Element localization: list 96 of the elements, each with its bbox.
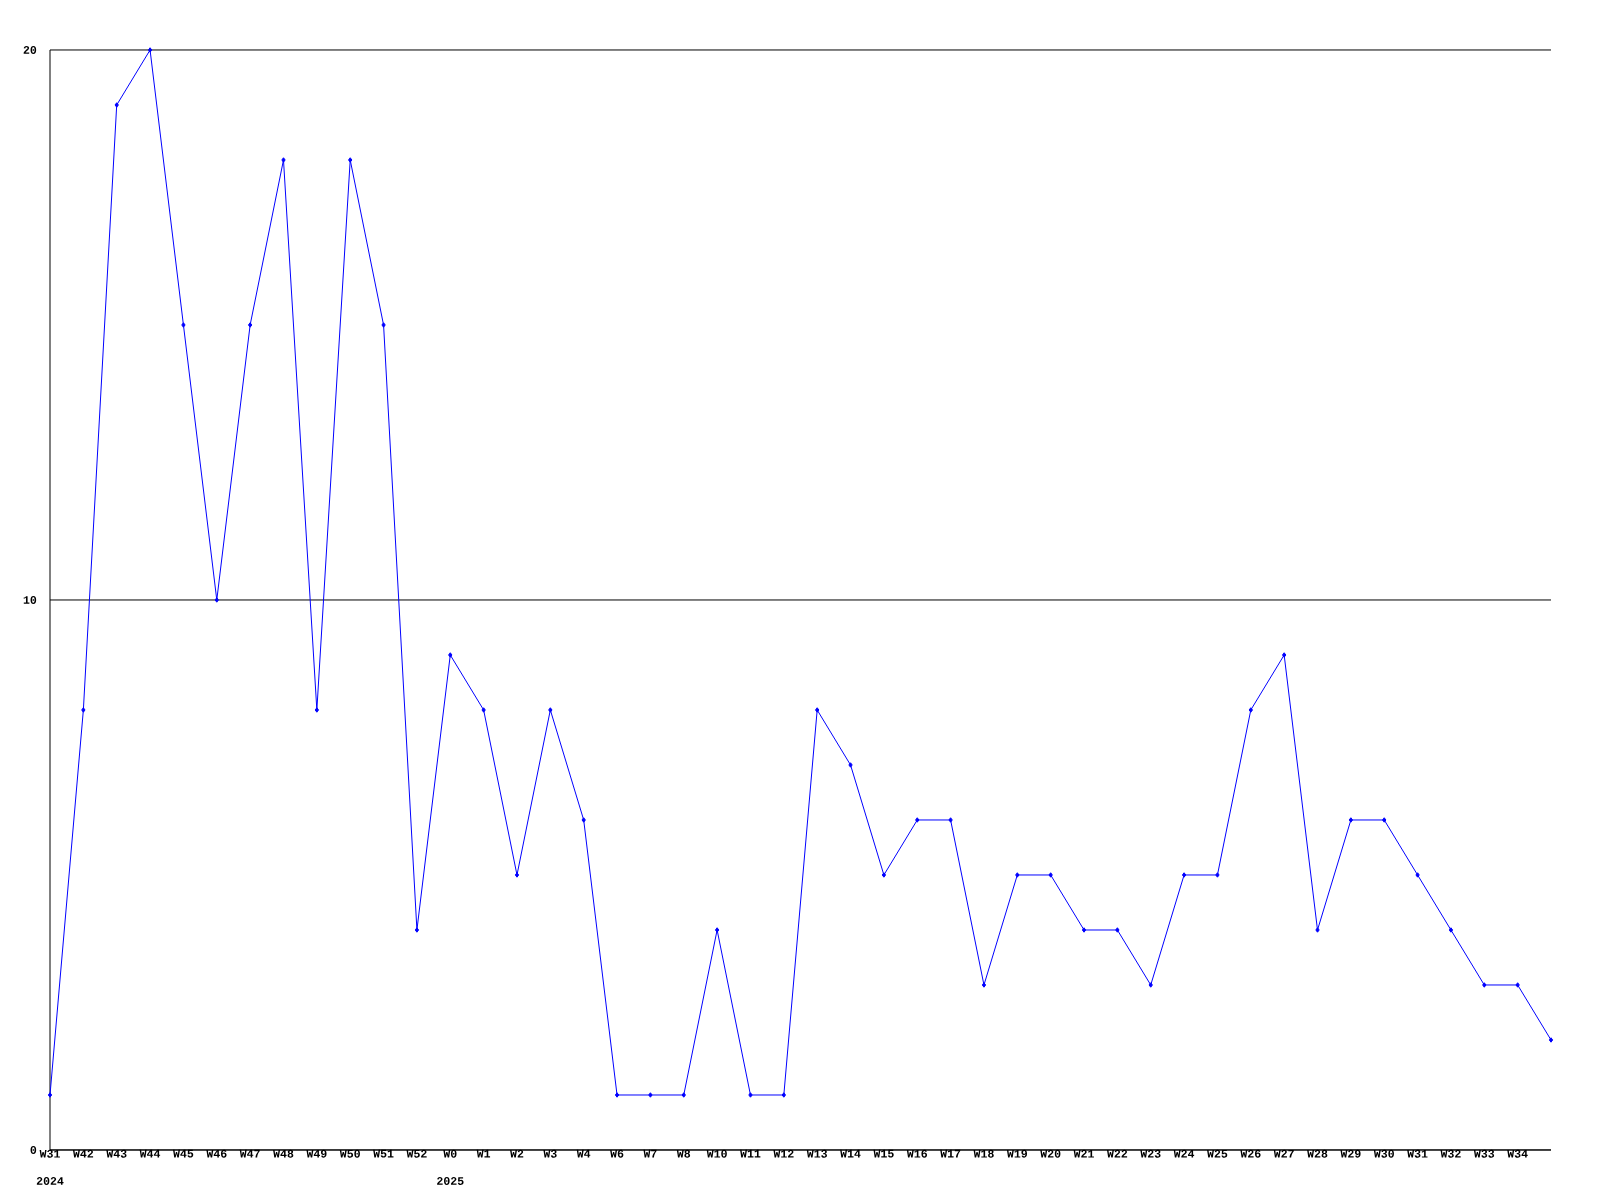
point <box>1282 652 1287 658</box>
point <box>815 707 820 713</box>
x-tick-label: W34 <box>1507 1149 1528 1158</box>
point <box>614 1092 620 1098</box>
point <box>848 762 853 768</box>
point <box>1048 872 1053 878</box>
point <box>748 1092 753 1098</box>
point <box>981 982 987 988</box>
x-tick-label: W50 <box>339 1149 360 1158</box>
point <box>1215 872 1220 878</box>
point <box>314 707 320 713</box>
point <box>548 707 553 713</box>
point <box>214 597 219 603</box>
x-tick-label: W6 <box>610 1149 624 1158</box>
text: 2024 <box>36 1177 64 1185</box>
x-tick-label: W31 <box>1407 1149 1428 1158</box>
point <box>714 927 720 933</box>
point <box>281 157 286 163</box>
point <box>1015 872 1020 878</box>
x-tick-label: W48 <box>273 1149 294 1158</box>
x-tick-label: W18 <box>973 1149 994 1158</box>
x-tick-label: W44 <box>139 1149 161 1158</box>
x-tick-label: W33 <box>1473 1149 1495 1158</box>
point <box>1081 927 1087 933</box>
point <box>581 817 586 823</box>
point <box>448 652 453 658</box>
point <box>247 322 253 328</box>
point <box>781 1092 786 1098</box>
point <box>1448 927 1454 933</box>
x-tick-label: W43 <box>106 1149 127 1158</box>
x-tick-label: W4 <box>576 1149 591 1158</box>
point <box>514 872 520 878</box>
x-tick-label: W12 <box>773 1149 794 1158</box>
x-tick-label: W46 <box>206 1149 227 1158</box>
point <box>915 817 920 823</box>
point <box>1248 707 1253 713</box>
x-tick-label: W32 <box>1440 1149 1461 1158</box>
x-tick-label: W8 <box>676 1149 691 1158</box>
x-tick-label: W17 <box>940 1149 961 1158</box>
y-tick-label: 20 <box>23 46 37 54</box>
x-tick-label: W27 <box>1273 1149 1294 1158</box>
point <box>114 102 119 108</box>
point <box>948 817 953 823</box>
x-tick-label: W1 <box>476 1149 491 1158</box>
point <box>414 927 420 933</box>
text: 2025 <box>437 1177 464 1185</box>
x-tick-label: W25 <box>1207 1149 1228 1158</box>
y-tick-label: 0 <box>30 1146 37 1154</box>
x-tick-label: W51 <box>373 1149 394 1158</box>
point <box>47 1092 53 1098</box>
x-tick-label: W31 <box>39 1149 60 1158</box>
x-tick-label: W52 <box>406 1149 427 1158</box>
x-tick-label: W30 <box>1373 1149 1394 1158</box>
x-tick-label: W49 <box>306 1149 327 1158</box>
x-tick-label: W11 <box>740 1149 761 1158</box>
point <box>1148 982 1153 988</box>
x-tick-label: W0 <box>443 1149 457 1158</box>
point <box>1515 982 1520 988</box>
x-tick-label: W15 <box>873 1149 894 1158</box>
x-tick-label: W7 <box>643 1149 657 1158</box>
x-tick-label: W2 <box>510 1149 524 1158</box>
x-tick-label: W20 <box>1040 1149 1061 1158</box>
x-tick-label: W10 <box>706 1149 727 1158</box>
point <box>648 1092 653 1098</box>
y-tick-label: 10 <box>23 596 37 604</box>
point <box>881 872 887 878</box>
x-tick-label: W16 <box>906 1149 928 1158</box>
point <box>1548 1037 1554 1043</box>
point <box>1181 872 1187 878</box>
x-tick-label: W14 <box>840 1149 861 1158</box>
x-tick-label: W24 <box>1173 1149 1195 1158</box>
point <box>1115 927 1120 933</box>
point <box>81 707 86 713</box>
x-tick-label: W19 <box>1006 1149 1028 1158</box>
x-tick-label: W47 <box>239 1149 260 1158</box>
point <box>147 47 153 53</box>
x-tick-label: W42 <box>72 1149 94 1158</box>
point <box>1315 927 1320 933</box>
point <box>1382 817 1387 823</box>
x-tick-label: W3 <box>543 1149 557 1158</box>
point <box>1482 982 1487 988</box>
x-tick-label: W29 <box>1340 1149 1361 1158</box>
x-tick-label: W23 <box>1140 1149 1161 1158</box>
x-tick-label: W13 <box>806 1149 827 1158</box>
point <box>348 157 353 163</box>
point <box>381 322 386 328</box>
x-tick-label: W28 <box>1307 1149 1328 1158</box>
point <box>1415 872 1420 878</box>
point <box>181 322 186 328</box>
x-tick-label: W22 <box>1106 1149 1128 1158</box>
point <box>1348 817 1354 823</box>
x-tick-label: W45 <box>173 1149 194 1158</box>
point <box>681 1092 686 1098</box>
x-tick-label: W26 <box>1240 1149 1261 1158</box>
point <box>481 707 486 713</box>
x-tick-label: W21 <box>1073 1149 1094 1158</box>
